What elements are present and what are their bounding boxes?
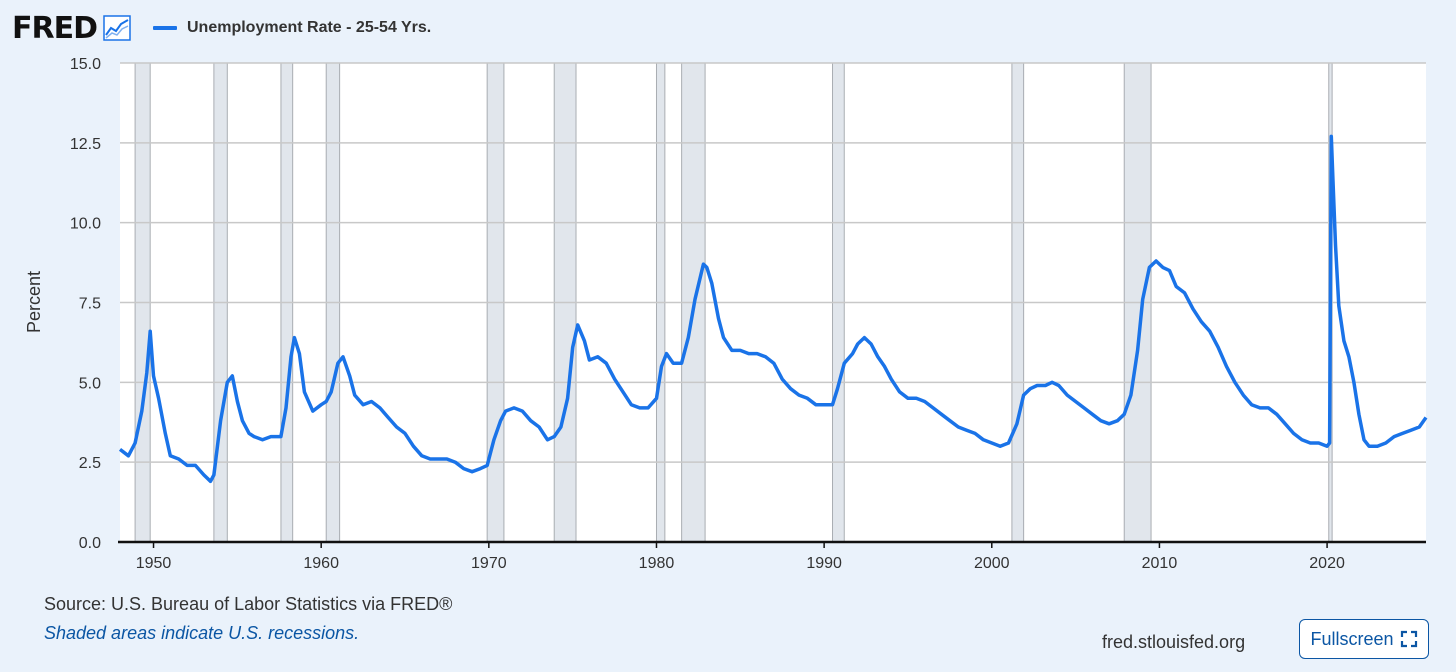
legend-swatch	[153, 26, 177, 30]
recession-note: Shaded areas indicate U.S. recessions.	[44, 623, 360, 643]
y-tick-label: 2.5	[79, 455, 101, 472]
x-tick-label: 2010	[1142, 555, 1178, 572]
x-tick-label: 1980	[639, 555, 675, 572]
y-axis-ticks: 0.0 2.5 5.0 7.5 10.0 12.5 15.0	[70, 56, 101, 552]
gridlines	[120, 62, 1426, 543]
y-tick-label: 0.0	[79, 535, 101, 552]
header: FRED Unemployment Rate - 25-54 Yrs.	[12, 8, 431, 48]
series-line-unemployment-rate	[118, 134, 1428, 484]
legend-label[interactable]: Unemployment Rate - 25-54 Yrs.	[187, 19, 432, 36]
chart-line-icon[interactable]	[103, 15, 131, 41]
fullscreen-icon	[1400, 630, 1417, 648]
y-tick-label: 15.0	[70, 56, 101, 73]
y-tick-label: 7.5	[79, 296, 101, 313]
x-tick-label: 2000	[974, 555, 1010, 572]
x-tick-label: 1990	[806, 555, 842, 572]
y-tick-label: 10.0	[70, 216, 101, 233]
y-axis-label: Percent	[24, 271, 44, 333]
legend: Unemployment Rate - 25-54 Yrs.	[153, 19, 431, 37]
x-tick-label: 2020	[1309, 555, 1345, 572]
x-tick-label: 1950	[136, 555, 172, 572]
fred-logo[interactable]: FRED	[12, 10, 98, 46]
x-tick-label: 1970	[471, 555, 507, 572]
source-note: Source: U.S. Bureau of Labor Statistics …	[44, 594, 453, 614]
y-tick-label: 5.0	[79, 375, 101, 392]
site-url[interactable]: fred.stlouisfed.org	[1102, 632, 1246, 652]
x-tick-label: 1960	[303, 555, 339, 572]
x-axis-ticks: 1950 1960 1970 1980 1990 2000 2010 2020	[136, 542, 1345, 572]
y-tick-label: 12.5	[70, 136, 101, 153]
fullscreen-label: Fullscreen	[1310, 628, 1394, 649]
fullscreen-button[interactable]: Fullscreen	[1299, 619, 1429, 659]
